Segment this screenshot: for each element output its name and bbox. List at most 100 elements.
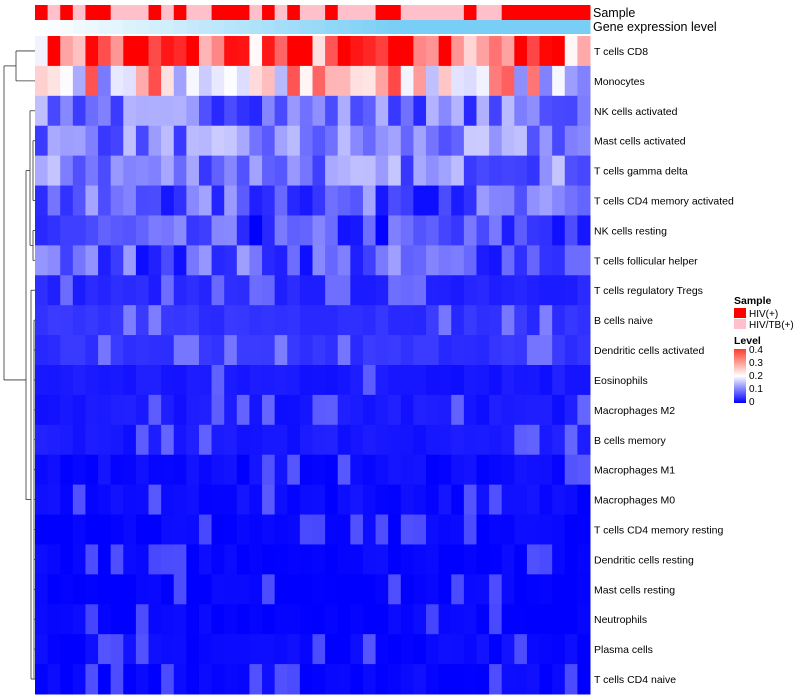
heatmap-cell xyxy=(72,215,86,246)
heatmap-cell xyxy=(476,484,490,516)
heatmap-cell xyxy=(350,365,364,396)
sample-annotation-cell xyxy=(426,5,440,20)
heatmap-cell xyxy=(413,394,427,426)
heatmap-cell xyxy=(564,215,578,246)
heatmap-cell xyxy=(438,275,452,306)
row-label: T cells CD4 naive xyxy=(594,674,676,686)
sample-annotation-cell xyxy=(110,5,124,20)
heatmap-cell xyxy=(98,305,112,336)
heatmap-cell xyxy=(85,95,99,127)
heatmap-cell xyxy=(362,155,377,187)
heatmap-cell xyxy=(211,125,225,157)
expression-annotation-cell xyxy=(564,20,578,34)
heatmap-cell xyxy=(388,634,402,665)
sample-annotation-cell xyxy=(375,5,389,20)
heatmap-cell xyxy=(489,125,503,157)
heatmap-cell xyxy=(123,664,137,695)
expression-annotation-cell xyxy=(552,20,566,34)
heatmap-cell xyxy=(224,424,238,456)
heatmap-cell xyxy=(362,484,377,516)
heatmap-cell xyxy=(135,185,150,216)
heatmap-cell xyxy=(388,544,402,575)
heatmap-cell xyxy=(489,95,503,127)
heatmap-cell xyxy=(85,65,99,97)
heatmap-cell xyxy=(299,664,313,695)
heatmap-cell xyxy=(135,275,150,306)
heatmap-cell xyxy=(85,125,99,157)
heatmap-cell xyxy=(350,664,364,695)
heatmap-cell xyxy=(287,36,301,67)
heatmap-cell xyxy=(451,484,465,516)
heatmap-cell xyxy=(262,65,276,97)
heatmap-cell xyxy=(135,215,150,246)
heatmap-cell xyxy=(413,125,427,157)
heatmap-cell xyxy=(552,305,566,336)
heatmap-cell xyxy=(451,634,465,665)
heatmap-cell xyxy=(362,365,377,396)
expression-annotation-cell xyxy=(514,20,528,34)
heatmap-cell xyxy=(211,484,225,516)
heatmap-cell xyxy=(35,125,49,157)
heatmap-cell xyxy=(249,185,263,216)
heatmap-cell xyxy=(72,185,86,216)
heatmap-cell xyxy=(312,65,326,97)
heatmap-cell xyxy=(123,544,137,575)
heatmap-cell xyxy=(123,604,137,635)
heatmap-cell xyxy=(161,604,175,635)
heatmap-cell xyxy=(148,664,162,695)
heatmap-cell xyxy=(224,95,238,127)
heatmap-cell xyxy=(564,365,578,396)
heatmap-cell xyxy=(514,185,528,216)
heatmap-cell xyxy=(526,544,541,575)
heatmap-cell xyxy=(388,125,402,157)
heatmap-cell xyxy=(552,424,566,456)
heatmap-cell xyxy=(325,185,339,216)
heatmap-cell xyxy=(539,514,553,545)
heatmap-cell xyxy=(451,215,465,246)
heatmap-cell xyxy=(211,185,225,216)
heatmap-cell xyxy=(299,335,313,366)
heatmap-cell xyxy=(539,305,553,336)
heatmap-cell xyxy=(224,215,238,246)
heatmap-cell xyxy=(362,604,377,635)
expression-annotation-cell xyxy=(476,20,490,34)
heatmap-cell xyxy=(413,484,427,516)
heatmap-cell xyxy=(262,365,276,396)
heatmap-cell xyxy=(186,365,200,396)
heatmap-cell xyxy=(350,125,364,157)
heatmap-cell xyxy=(463,634,477,665)
heatmap-cell xyxy=(35,155,49,187)
heatmap-cell xyxy=(35,185,49,216)
heatmap-cell xyxy=(72,664,86,695)
heatmap-cell xyxy=(173,394,187,426)
heatmap-cell xyxy=(438,65,452,97)
heatmap-cell xyxy=(47,65,61,97)
heatmap-cell xyxy=(211,664,225,695)
heatmap-cell xyxy=(72,454,86,486)
heatmap-cell xyxy=(426,544,440,575)
heatmap-cell xyxy=(72,514,86,545)
heatmap-cell xyxy=(249,484,263,516)
heatmap-cell xyxy=(526,484,541,516)
heatmap-cell xyxy=(375,65,389,97)
heatmap-cell xyxy=(501,305,515,336)
heatmap-cell xyxy=(514,95,528,127)
heatmap-cell xyxy=(451,65,465,97)
heatmap-cell xyxy=(60,424,74,456)
heatmap-cell xyxy=(438,634,452,665)
heatmap-cell xyxy=(224,36,238,67)
heatmap-cell xyxy=(526,125,541,157)
heatmap-cell xyxy=(514,305,528,336)
heatmap-cell xyxy=(186,275,200,306)
heatmap-cell xyxy=(312,335,326,366)
heatmap-cell xyxy=(350,275,364,306)
heatmap-cell xyxy=(312,215,326,246)
heatmap-cell xyxy=(501,394,515,426)
heatmap-cell xyxy=(501,125,515,157)
expression-annotation-cell xyxy=(451,20,465,34)
heatmap-cell xyxy=(110,394,124,426)
heatmap-cell xyxy=(224,125,238,157)
heatmap-cell xyxy=(451,454,465,486)
heatmap-cell xyxy=(186,215,200,246)
heatmap-cell xyxy=(539,245,553,276)
